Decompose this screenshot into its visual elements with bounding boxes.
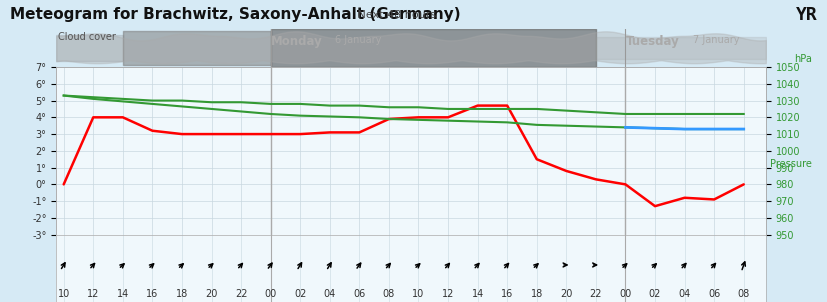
Text: 22: 22 [589, 289, 601, 299]
Text: hPa: hPa [793, 54, 811, 64]
Text: 12: 12 [87, 289, 99, 299]
Text: 02: 02 [648, 289, 661, 299]
Text: 7 January: 7 January [692, 35, 739, 45]
Text: 10: 10 [58, 289, 69, 299]
Text: Monday: Monday [270, 35, 322, 48]
Text: 16: 16 [500, 289, 513, 299]
Text: Pressure: Pressure [769, 159, 811, 169]
Text: 14: 14 [117, 289, 129, 299]
Text: 00: 00 [264, 289, 276, 299]
Text: 18: 18 [175, 289, 188, 299]
Text: 12: 12 [442, 289, 454, 299]
Text: 08: 08 [737, 289, 749, 299]
Text: YR: YR [796, 6, 817, 24]
Text: 20: 20 [205, 289, 218, 299]
Text: 18: 18 [530, 289, 543, 299]
Text: 20: 20 [559, 289, 571, 299]
Text: 22: 22 [235, 289, 247, 299]
Text: 16: 16 [146, 289, 158, 299]
Text: Next 48 hours: Next 48 hours [353, 10, 435, 20]
Text: Temp.: Temp. [71, 238, 100, 248]
Text: 06: 06 [353, 289, 365, 299]
Text: 10: 10 [412, 289, 424, 299]
Text: 04: 04 [677, 289, 690, 299]
Text: Meteogram for Brachwitz, Saxony-Anhalt (Germany): Meteogram for Brachwitz, Saxony-Anhalt (… [10, 8, 460, 22]
Text: Cloud cover: Cloud cover [58, 32, 116, 42]
Text: 02: 02 [294, 289, 306, 299]
Text: 04: 04 [323, 289, 336, 299]
Text: 00: 00 [619, 289, 631, 299]
Text: 08: 08 [382, 289, 394, 299]
Text: Tuesday: Tuesday [624, 35, 678, 48]
Text: 6 January: 6 January [334, 35, 380, 45]
Text: 06: 06 [707, 289, 719, 299]
Text: 14: 14 [471, 289, 483, 299]
